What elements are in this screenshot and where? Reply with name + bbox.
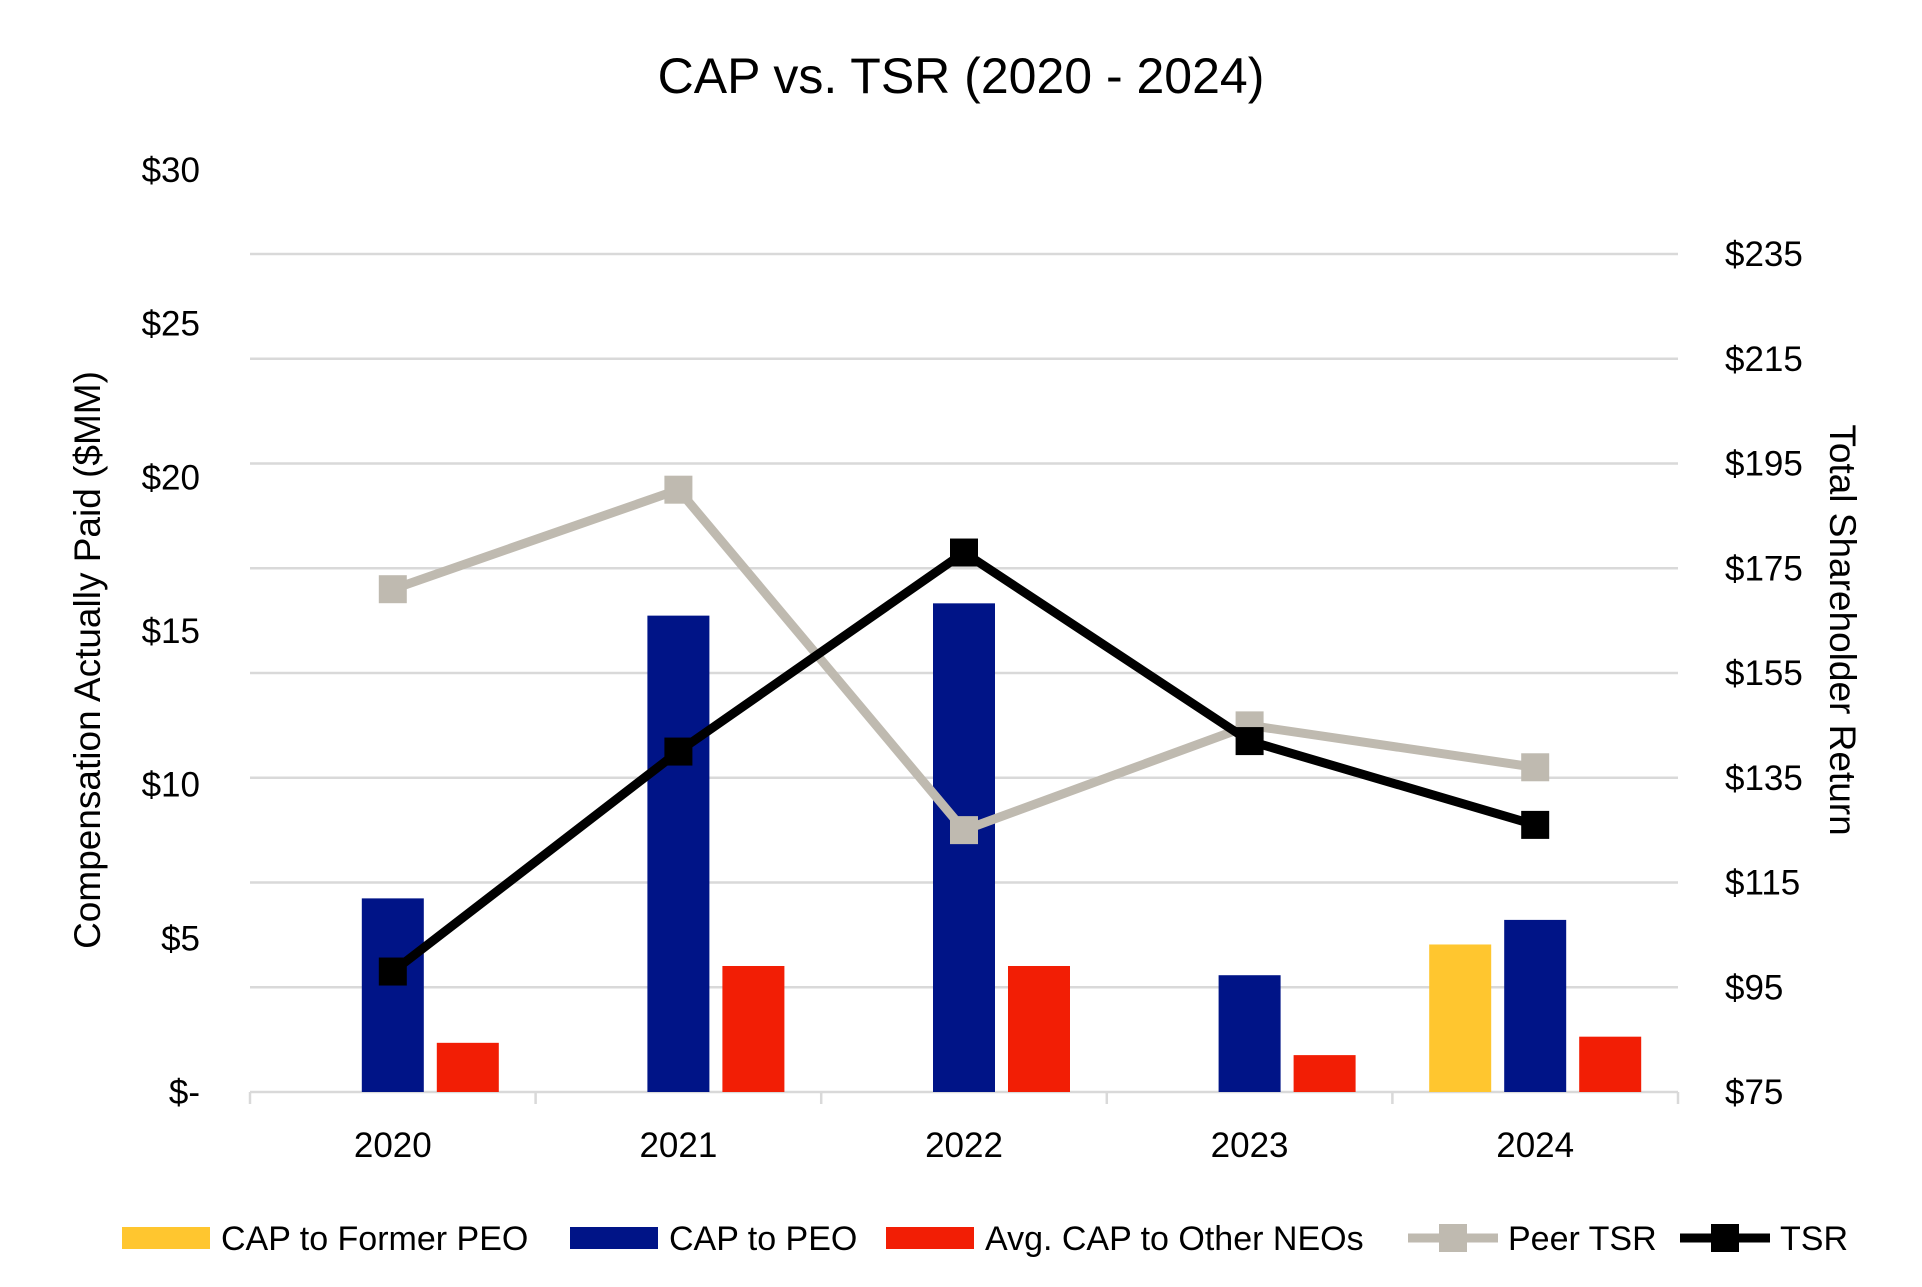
x-tick-label: 2024 xyxy=(1496,1126,1574,1165)
bar-cap-to-peo xyxy=(1218,975,1281,1092)
x-tick-label: 2022 xyxy=(925,1126,1003,1165)
y-tick-label: $15 xyxy=(142,612,200,651)
legend: CAP to Former PEO CAP to PEO Avg. CAP to O… xyxy=(122,1220,1848,1258)
marker-tsr xyxy=(1521,810,1550,839)
bar-avg-cap-to-other-neos xyxy=(1579,1036,1642,1092)
legend-swatch-avg-cap-to-other-neos xyxy=(886,1227,974,1249)
bar-avg-cap-to-other-neos xyxy=(1293,1055,1356,1092)
legend-label-cap-to-former-peo: CAP to Former PEO xyxy=(221,1220,528,1258)
legend-label-tsr: TSR xyxy=(1780,1220,1848,1258)
bar-avg-cap-to-other-neos xyxy=(722,965,785,1092)
y2-tick-label: $115 xyxy=(1725,864,1800,903)
y-tick-label: $10 xyxy=(142,766,200,805)
legend-marker-peer-tsr xyxy=(1439,1224,1467,1252)
y-tick-label: $- xyxy=(169,1073,200,1112)
y2-tick-label: $215 xyxy=(1725,340,1803,379)
y-axis-title: Compensation Actually Paid ($MM) xyxy=(67,371,108,949)
y2-tick-label: $155 xyxy=(1725,654,1803,693)
y-tick-label: $30 xyxy=(142,151,200,190)
y-tick-label: $20 xyxy=(142,458,200,497)
bar-cap-to-peo xyxy=(1504,919,1567,1092)
legend-marker-tsr xyxy=(1711,1224,1739,1252)
marker-peer-tsr xyxy=(664,475,693,504)
marker-tsr xyxy=(1235,727,1264,756)
x-tick-label: 2023 xyxy=(1211,1126,1289,1165)
axes xyxy=(248,1090,1680,1104)
y-tick-label: $5 xyxy=(161,919,200,958)
tick-labels: $- $5 $10 $15 $20 $25 $30 $75 $95 $115 $135 $155 $17… xyxy=(142,151,1803,1165)
y2-tick-label: $195 xyxy=(1725,445,1803,484)
marker-tsr xyxy=(950,538,978,567)
y2-axis-title: Total Shareholder Return xyxy=(1822,424,1863,835)
marker-tsr xyxy=(378,957,407,986)
y2-tick-label: $95 xyxy=(1725,968,1783,1007)
y2-tick-label: $175 xyxy=(1725,549,1803,588)
marker-peer-tsr xyxy=(1521,753,1550,782)
y2-tick-label: $135 xyxy=(1725,759,1803,798)
marker-peer-tsr xyxy=(950,816,978,845)
y2-tick-label: $75 xyxy=(1725,1073,1783,1112)
legend-swatch-cap-to-peo xyxy=(570,1227,658,1249)
chart-title: CAP vs. TSR (2020 - 2024) xyxy=(658,48,1265,104)
lines xyxy=(378,475,1550,986)
x-tick-label: 2021 xyxy=(639,1126,717,1165)
bar-avg-cap-to-other-neos xyxy=(1008,965,1070,1092)
legend-label-peer-tsr: Peer TSR xyxy=(1508,1220,1657,1258)
marker-peer-tsr xyxy=(378,575,407,604)
bar-cap-to-peo xyxy=(933,603,995,1092)
bar-cap-to-peo xyxy=(647,615,710,1092)
bar-cap-to-former-peo xyxy=(1429,944,1492,1092)
y-tick-label: $25 xyxy=(142,305,200,344)
bar-avg-cap-to-other-neos xyxy=(436,1042,499,1092)
legend-swatch-cap-to-former-peo xyxy=(122,1227,210,1249)
legend-label-avg-cap-to-other-neos: Avg. CAP to Other NEOs xyxy=(985,1220,1364,1258)
bar-cap-to-peo xyxy=(361,898,424,1092)
marker-tsr xyxy=(664,737,693,766)
legend-label-cap-to-peo: CAP to PEO xyxy=(669,1220,857,1258)
y2-tick-label: $235 xyxy=(1725,235,1803,274)
x-tick-label: 2020 xyxy=(354,1126,432,1165)
bars xyxy=(361,603,1642,1092)
